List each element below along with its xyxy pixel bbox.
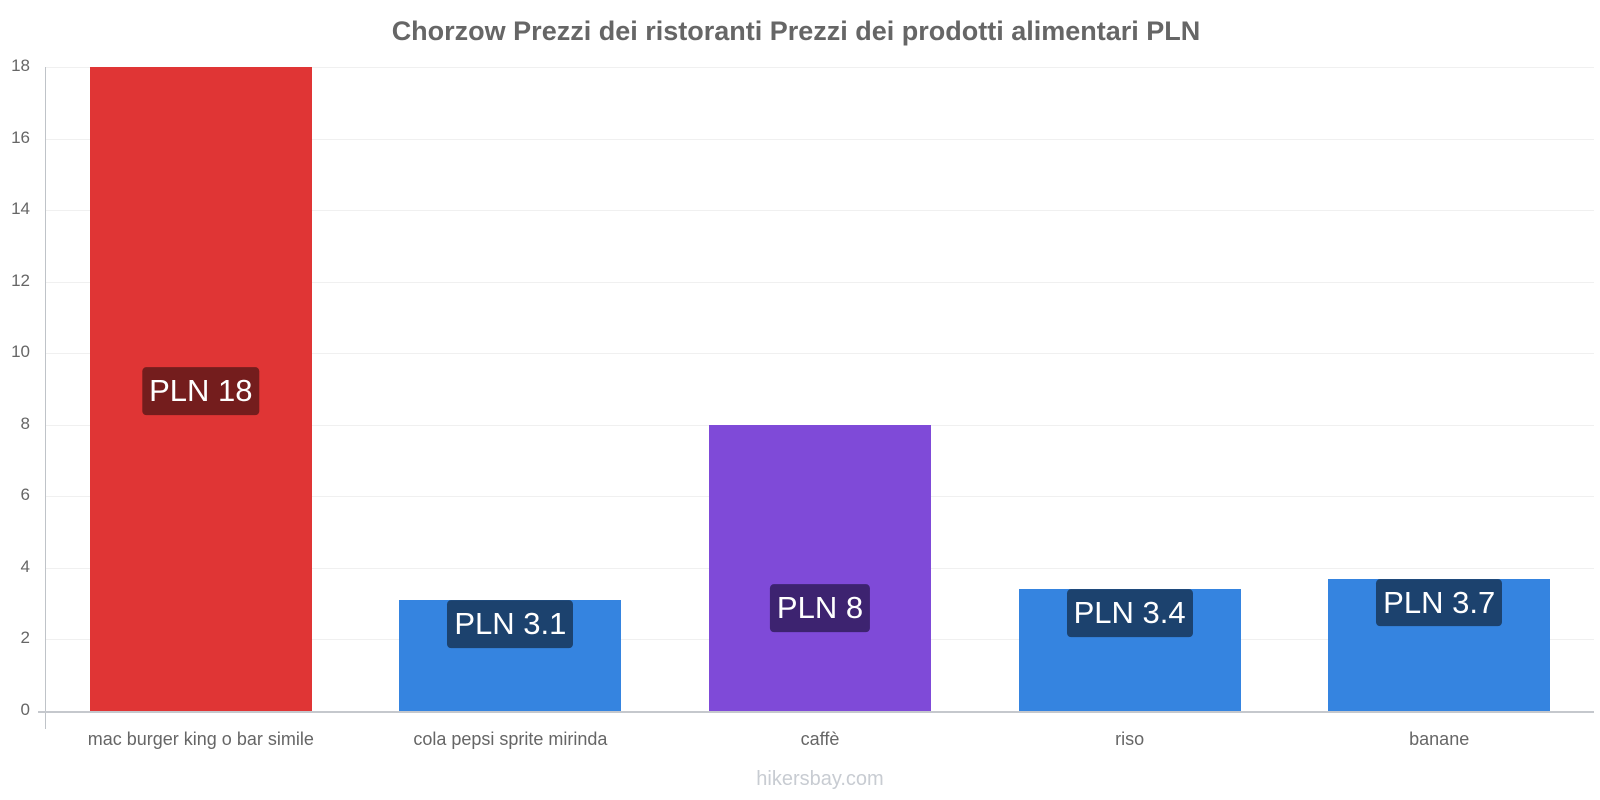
- gridline: [46, 353, 1594, 355]
- y-tick-label: 4: [20, 556, 30, 576]
- chart-title: Chorzow Prezzi dei ristoranti Prezzi dei…: [391, 16, 1201, 46]
- x-axis-line: [38, 711, 1594, 713]
- y-tick-label: 0: [20, 700, 30, 719]
- y-tick-label: 14: [11, 199, 30, 219]
- x-tick-label: cola pepsi sprite mirinda: [413, 729, 608, 749]
- watermark: hikersbay.com: [756, 768, 884, 790]
- y-tick-label: 10: [11, 342, 30, 362]
- y-tick-label: 12: [11, 270, 30, 290]
- x-tick-label: riso: [1115, 729, 1145, 749]
- bar[interactable]: [709, 424, 931, 711]
- bar-value-label: PLN 3.1: [447, 600, 574, 648]
- bar-value-label: PLN 3.7: [1376, 578, 1503, 627]
- x-tick-label: banane: [1409, 729, 1470, 749]
- bar-value-label: PLN 18: [142, 367, 260, 415]
- gridline: [46, 281, 1594, 283]
- y-tick-label: 16: [11, 127, 30, 147]
- gridline: [46, 210, 1594, 212]
- x-tick-label: mac burger king o bar simile: [87, 729, 314, 749]
- y-tick-label: 6: [20, 485, 30, 505]
- gridline: [46, 138, 1594, 140]
- y-axis-line: [45, 67, 46, 729]
- y-tick-label: 2: [20, 628, 30, 648]
- bar-value-label: PLN 8: [769, 584, 871, 632]
- gridline: [46, 67, 1594, 68]
- x-tick-label: caffè: [800, 729, 840, 749]
- y-tick-label: 8: [20, 413, 30, 433]
- bar-value-label: PLN 3.4: [1066, 589, 1193, 638]
- y-tick-label: 18: [11, 56, 30, 75]
